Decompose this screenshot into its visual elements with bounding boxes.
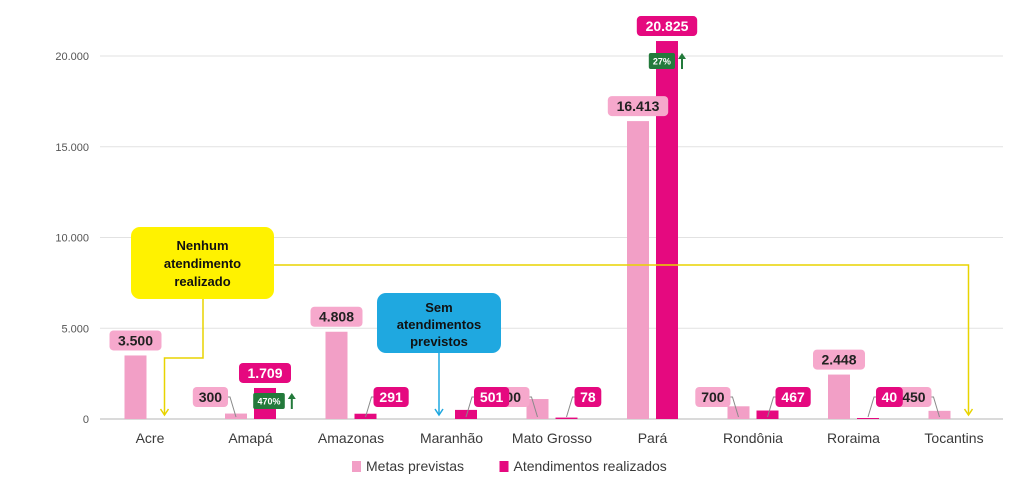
- bar: [526, 399, 549, 419]
- leader-line: [365, 396, 374, 418]
- x-tick-label: Mato Grosso: [512, 430, 592, 446]
- data-label-meta-bg: [695, 387, 731, 407]
- data-label-atendimento: 78: [580, 389, 596, 405]
- bar: [124, 355, 147, 419]
- callout-text: realizado: [174, 274, 230, 289]
- data-label-meta-bg: [109, 330, 162, 351]
- bar: [756, 410, 779, 419]
- data-label-atendimento: 20.825: [646, 18, 689, 34]
- leader-line: [228, 396, 237, 418]
- data-label-atendimento: 40: [882, 389, 898, 405]
- legend-swatch: [499, 461, 509, 472]
- arrow-down-icon: [434, 408, 444, 417]
- data-label-meta: 4.808: [319, 309, 354, 325]
- up-arrow-icon-head: [287, 393, 296, 399]
- y-tick-label: 10.000: [55, 233, 89, 245]
- data-label-atendimento-bg: [775, 387, 811, 407]
- x-tick-label: Tocantins: [924, 430, 983, 446]
- growth-badge-label: 27%: [653, 57, 671, 67]
- growth-badge-label: 470%: [257, 397, 280, 407]
- legend-swatch: [352, 461, 361, 472]
- data-label-atendimento-bg: [373, 387, 409, 407]
- arrow-down-icon: [963, 408, 974, 417]
- data-label-meta-bg: [607, 96, 669, 117]
- data-label-meta-bg: [310, 306, 363, 327]
- growth-badge: [648, 53, 675, 70]
- data-label-atendimento-bg: [636, 16, 698, 37]
- data-label-meta: 3.500: [118, 332, 153, 348]
- data-label-meta-bg: [192, 387, 228, 407]
- leader-line: [529, 396, 538, 418]
- data-label-meta-bg: [896, 387, 932, 407]
- y-tick-label: 20.000: [55, 51, 89, 63]
- y-tick-label: 15.000: [55, 142, 89, 154]
- data-label-atendimento: 467: [781, 389, 805, 405]
- callout-text: atendimentos: [397, 317, 482, 332]
- data-label-atendimento-bg: [876, 387, 903, 407]
- data-label-meta-bg: [813, 349, 865, 370]
- bar: [727, 406, 750, 419]
- x-tick-label: Acre: [136, 430, 165, 446]
- callout-text: Nenhum: [177, 238, 229, 253]
- y-tick-label: 0: [83, 414, 89, 426]
- callout-connector: [163, 299, 204, 415]
- arrow-down-icon: [159, 408, 170, 417]
- legend: Metas previstas Atendimentos realizados: [352, 458, 667, 474]
- bar: [857, 418, 879, 419]
- bar: [325, 331, 348, 419]
- growth-badge: [253, 393, 285, 409]
- data-labels: 3.5003004.8081.10016.4137002.4484501.709…: [109, 16, 940, 418]
- leader-line: [730, 396, 739, 418]
- data-label-meta: 16.413: [617, 98, 660, 114]
- callout-box-nenhum: [131, 227, 274, 299]
- callout-text: atendimento: [164, 256, 241, 271]
- data-label-atendimento-bg: [474, 387, 510, 407]
- up-arrow-icon-head: [678, 53, 686, 60]
- x-tick-label: Amazonas: [318, 430, 384, 446]
- leader-line: [566, 396, 575, 418]
- legend-label: Metas previstas: [366, 458, 464, 474]
- data-label-atendimento-bg: [239, 362, 291, 383]
- data-label-meta: 2.448: [821, 352, 856, 368]
- bar: [627, 121, 649, 419]
- y-axis-ticks: 0 5.000 10.000 15.000 20.000: [55, 51, 89, 426]
- data-label-atendimento: 501: [480, 389, 504, 405]
- x-tick-label: Maranhão: [420, 430, 483, 446]
- callouts: Nenhum atendimento realizado Sem atendimento…: [131, 227, 974, 417]
- bar: [928, 410, 951, 419]
- legend-label: Atendimentos realizados: [514, 458, 667, 474]
- y-tick-label: 5.000: [61, 323, 89, 335]
- bar: [455, 409, 477, 419]
- x-axis-labels: Acre Amapá Amazonas Maranhão Mato Grosso Pará…: [136, 430, 984, 446]
- data-label-atendimento-bg: [574, 387, 602, 407]
- bar: [828, 374, 850, 419]
- callout-text: Sem: [425, 300, 452, 315]
- leader-line: [931, 396, 940, 418]
- data-label-atendimento: 291: [379, 389, 403, 405]
- leader-line: [465, 396, 474, 418]
- callout-connector: [274, 264, 970, 415]
- x-tick-label: Roraima: [827, 430, 880, 446]
- leader-line: [867, 396, 876, 418]
- x-tick-label: Pará: [638, 430, 668, 446]
- bar: [555, 417, 578, 419]
- x-tick-label: Rondônia: [723, 430, 783, 446]
- data-label-meta: 300: [199, 389, 223, 405]
- data-label-atendimento: 1.709: [247, 365, 282, 381]
- callout-text: previstos: [410, 334, 468, 349]
- callout-box-sem: [377, 293, 501, 353]
- x-tick-label: Amapá: [228, 430, 273, 446]
- data-label-meta: 450: [902, 389, 926, 405]
- data-label-meta: 700: [701, 389, 725, 405]
- leader-line: [767, 396, 776, 418]
- bar: [656, 41, 678, 420]
